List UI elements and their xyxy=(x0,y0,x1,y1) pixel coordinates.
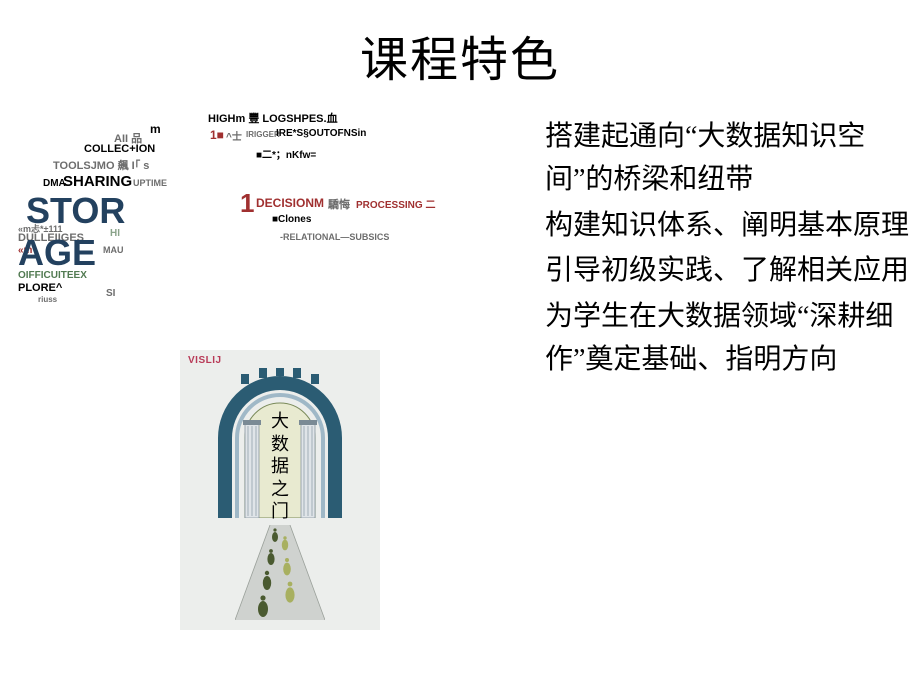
wordcloud-word: PROCESSING 二 xyxy=(356,196,435,211)
wordcloud-word: DECISIONM xyxy=(256,196,324,210)
wordcloud-word: TOOLSJMO 飆 I｢ s xyxy=(53,157,149,173)
wordcloud-word: IRIGGER xyxy=(246,130,280,139)
feature-item: 引导初级实践、了解相关应用 xyxy=(545,249,910,292)
wordcloud-word: HI xyxy=(110,228,120,239)
wordcloud-word: m xyxy=(150,122,161,136)
feature-list: 搭建起通向“大数据知识空间”的桥梁和纽带 构建知识体系、阐明基本原理 引导初级实… xyxy=(545,115,910,383)
wordcloud-word: OIFFICUITEEX xyxy=(18,270,87,281)
wordcloud-word: MAU xyxy=(103,245,124,255)
wordcloud-word: ■Clones xyxy=(272,214,311,225)
wordcloud-word: SHARING xyxy=(63,173,132,190)
wordcloud-word: 1 xyxy=(240,188,254,219)
gate-illustration: VISLIJ 大数据之门 xyxy=(180,350,380,630)
wordcloud-word: ^士 xyxy=(226,128,242,143)
footprints-icon xyxy=(235,525,325,620)
wordcloud-word: riuss xyxy=(38,295,57,304)
wordcloud-word: COLLEC+ION xyxy=(84,143,155,155)
feature-item: 为学生在大数据领域“深耕细作”奠定基础、指明方向 xyxy=(545,295,910,382)
wordcloud-word: HIGHm 豐 LOGSHPES.血 xyxy=(208,110,338,126)
feature-item: 搭建起通向“大数据知识空间”的桥梁和纽带 xyxy=(545,115,910,202)
page-title: 课程特色 xyxy=(0,20,920,90)
feature-item: 构建知识体系、阐明基本原理 xyxy=(545,204,910,247)
wordcloud-word: 1■ xyxy=(210,128,224,142)
wordcloud-word: 驕悔 xyxy=(328,196,350,212)
wordcloud-word: AGE xyxy=(18,232,96,274)
word-cloud: AII 品mCOLLEC+IONTOOLSJMO 飆 I｢ sDMASHARIN… xyxy=(18,110,428,320)
wordcloud-word: IRE*S§OUTOFNSin xyxy=(276,128,366,139)
wordcloud-word: PLORE^ xyxy=(18,282,62,294)
gate-door-text: 大数据之门 xyxy=(268,410,292,523)
gate-label: VISLIJ xyxy=(188,355,222,366)
wordcloud-word: ■二*；nKfw= xyxy=(256,146,316,161)
wordcloud-word: -RELATIONAL—SUBSICS xyxy=(280,232,389,242)
wordcloud-word: UPTIME xyxy=(133,178,167,188)
wordcloud-word: SI xyxy=(106,288,115,299)
